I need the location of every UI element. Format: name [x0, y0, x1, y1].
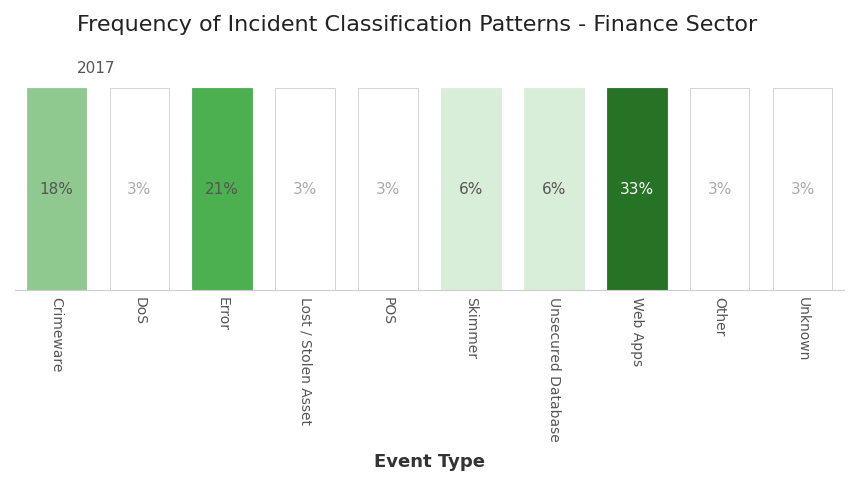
Bar — [358, 88, 417, 290]
Bar — [27, 88, 86, 290]
Bar — [773, 88, 832, 290]
Text: 3%: 3% — [790, 182, 814, 196]
Text: 3%: 3% — [127, 182, 151, 196]
Text: 6%: 6% — [459, 182, 483, 196]
Bar — [109, 88, 169, 290]
X-axis label: Event Type: Event Type — [374, 453, 485, 471]
Text: 18%: 18% — [40, 182, 73, 196]
Text: 2017: 2017 — [77, 61, 116, 76]
Bar — [607, 88, 667, 290]
Bar — [275, 88, 335, 290]
Text: 33%: 33% — [619, 182, 654, 196]
Text: 6%: 6% — [542, 182, 566, 196]
Bar — [192, 88, 252, 290]
Text: 21%: 21% — [205, 182, 239, 196]
Bar — [524, 88, 584, 290]
Text: 3%: 3% — [293, 182, 317, 196]
Text: 3%: 3% — [708, 182, 732, 196]
Text: Frequency of Incident Classification Patterns - Finance Sector: Frequency of Incident Classification Pat… — [77, 15, 758, 35]
Bar — [690, 88, 750, 290]
Bar — [442, 88, 501, 290]
Text: 3%: 3% — [376, 182, 400, 196]
